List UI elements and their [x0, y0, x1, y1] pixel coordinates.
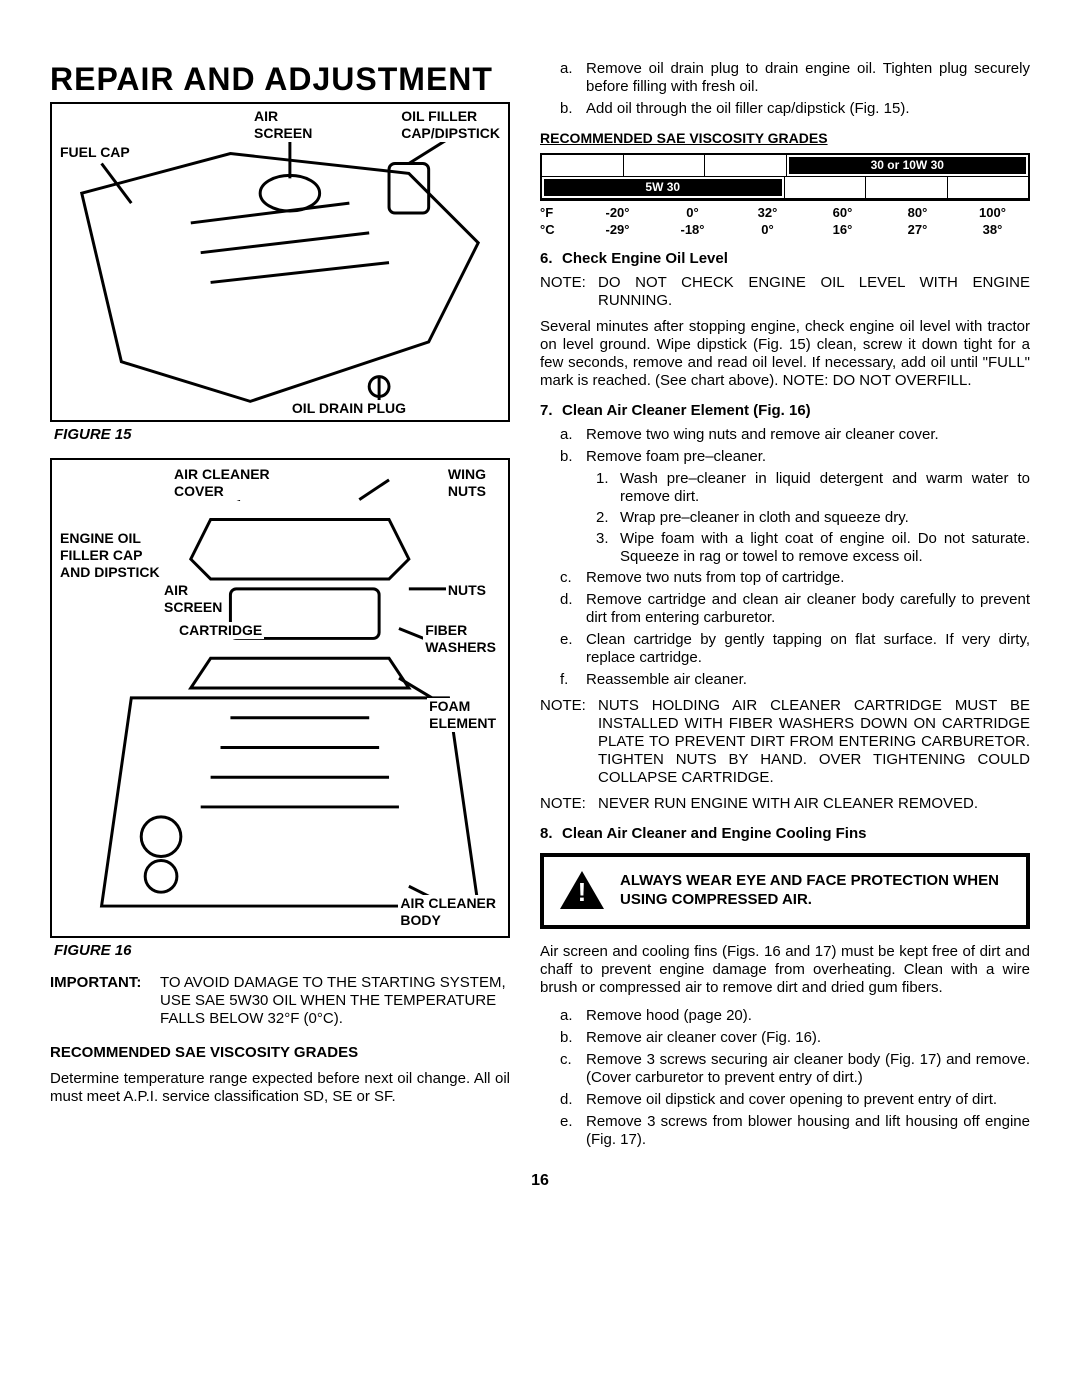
sec7-d: d.Remove cartridge and clean air cleaner… [560, 591, 1030, 627]
sec7-num: 7. [540, 402, 562, 420]
sec7-b: b.Remove foam pre–cleaner. [560, 448, 1030, 466]
f-v5: 100° [955, 205, 1030, 221]
intro-a-text: Remove oil drain plug to drain engine oi… [586, 60, 1030, 96]
sec8-para: Air screen and cooling fins (Figs. 16 an… [540, 943, 1030, 997]
sec7-note1-text: NUTS HOLDING AIR CLEANER CARTRIDGE MUST … [598, 697, 1030, 787]
label-air-screen-16: AIR SCREEN [162, 582, 224, 616]
sec7-note2: NOTE: NEVER RUN ENGINE WITH AIR CLEANER … [540, 795, 1030, 813]
right-column: a. Remove oil drain plug to drain engine… [540, 60, 1030, 1153]
band-5w30: 5W 30 [544, 179, 782, 196]
note-label: NOTE: [540, 274, 598, 310]
figure-15: FUEL CAP AIR SCREEN OIL FILLER CAP/DIPST… [50, 102, 510, 444]
c-v4: 27° [880, 222, 955, 238]
left-column: REPAIR AND ADJUSTMENT [50, 60, 510, 1153]
sec8-num: 8. [540, 825, 562, 843]
lettermark: b. [560, 100, 586, 118]
two-column-layout: REPAIR AND ADJUSTMENT [50, 60, 1030, 1153]
sec7-f: f.Reassemble air cleaner. [560, 671, 1030, 689]
label-foam-element: FOAM ELEMENT [427, 698, 498, 732]
c-v3: 16° [805, 222, 880, 238]
warning-text: ALWAYS WEAR EYE AND FACE PROTECTION WHEN… [620, 872, 1012, 910]
sec7-e: e.Clean cartridge by gently tapping on f… [560, 631, 1030, 667]
sec6-note-text: DO NOT CHECK ENGINE OIL LEVEL WITH ENGIN… [598, 274, 1030, 310]
label-wing-nuts: WING NUTS [446, 466, 488, 500]
label-nuts: NUTS [446, 582, 488, 599]
figure-15-diagram: FUEL CAP AIR SCREEN OIL FILLER CAP/DIPST… [50, 102, 510, 422]
figure-16: AIR CLEANER COVER WING NUTS ENGINE OIL F… [50, 458, 510, 960]
sec7-note1: NOTE: NUTS HOLDING AIR CLEANER CARTRIDGE… [540, 697, 1030, 787]
intro-b: b. Add oil through the oil filler cap/di… [560, 100, 1030, 118]
sec7-b1: 1.Wash pre–cleaner in liquid detergent a… [596, 470, 1030, 506]
f-v4: 80° [880, 205, 955, 221]
intro-b-text: Add oil through the oil filler cap/dipst… [586, 100, 1030, 118]
label-oil-filler: OIL FILLER CAP/DIPSTICK [399, 108, 502, 142]
viscosity-chart: 30 or 10W 30 5W 30 [540, 153, 1030, 201]
f-v3: 60° [805, 205, 880, 221]
c-v1: -18° [655, 222, 730, 238]
c-v2: 0° [730, 222, 805, 238]
important-block: IMPORTANT: TO AVOID DAMAGE TO THE STARTI… [50, 974, 510, 1028]
f-v2: 32° [730, 205, 805, 221]
rec-heading-left: RECOMMENDED SAE VISCOSITY GRADES [50, 1044, 510, 1062]
warning-icon: ! [558, 869, 606, 913]
lettermark: a. [560, 60, 586, 96]
sec7-c: c.Remove two nuts from top of cartridge. [560, 569, 1030, 587]
label-fiber-washers: FIBER WASHERS [423, 622, 498, 656]
intro-a: a. Remove oil drain plug to drain engine… [560, 60, 1030, 96]
sec8-e: e.Remove 3 screws from blower housing an… [560, 1113, 1030, 1149]
rec-para: Determine temperature range expected bef… [50, 1070, 510, 1106]
sec6-note: NOTE: DO NOT CHECK ENGINE OIL LEVEL WITH… [540, 274, 1030, 310]
f-v0: -20° [580, 205, 655, 221]
temp-row-c: °C -29° -18° 0° 16° 27° 38° [540, 222, 1030, 238]
c-v0: -29° [580, 222, 655, 238]
svg-text:!: ! [578, 877, 587, 907]
sec8-title: Clean Air Cleaner and Engine Cooling Fin… [562, 825, 866, 843]
sec8-d: d.Remove oil dipstick and cover opening … [560, 1091, 1030, 1109]
page-number: 16 [50, 1171, 1030, 1190]
sec7-title: Clean Air Cleaner Element (Fig. 16) [562, 402, 811, 420]
page-title: REPAIR AND ADJUSTMENT [50, 60, 510, 98]
sec6-head: 6. Check Engine Oil Level [540, 250, 1030, 268]
f-v1: 0° [655, 205, 730, 221]
sec7-b2: 2.Wrap pre–cleaner in cloth and squeeze … [596, 509, 1030, 527]
important-lead: IMPORTANT: [50, 974, 160, 1028]
band-30: 30 or 10W 30 [789, 157, 1027, 174]
figure-15-caption: FIGURE 15 [54, 426, 510, 444]
sec7-a: a.Remove two wing nuts and remove air cl… [560, 426, 1030, 444]
label-air-cleaner-cover: AIR CLEANER COVER [172, 466, 272, 500]
sec8-head: 8. Clean Air Cleaner and Engine Cooling … [540, 825, 1030, 843]
sec7-head: 7. Clean Air Cleaner Element (Fig. 16) [540, 402, 1030, 420]
note-label: NOTE: [540, 795, 598, 813]
label-cartridge: CARTRIDGE [177, 622, 264, 639]
figure-16-diagram: AIR CLEANER COVER WING NUTS ENGINE OIL F… [50, 458, 510, 938]
warning-box: ! ALWAYS WEAR EYE AND FACE PROTECTION WH… [540, 853, 1030, 929]
temp-row-f: °F -20° 0° 32° 60° 80° 100° [540, 205, 1030, 221]
label-air-screen: AIR SCREEN [252, 108, 314, 142]
sec8-a: a.Remove hood (page 20). [560, 1007, 1030, 1025]
label-engine-oil: ENGINE OIL FILLER CAP AND DIPSTICK [58, 530, 162, 580]
label-air-cleaner-body: AIR CLEANER BODY [398, 895, 498, 929]
note-label: NOTE: [540, 697, 598, 787]
important-text: TO AVOID DAMAGE TO THE STARTING SYSTEM, … [160, 974, 510, 1028]
viscosity-chart-block: RECOMMENDED SAE VISCOSITY GRADES 30 or 1… [540, 130, 1030, 238]
sec6-para: Several minutes after stopping engine, c… [540, 318, 1030, 390]
label-fuel-cap: FUEL CAP [58, 144, 132, 161]
c-label: °C [540, 222, 580, 238]
sec7-b3: 3.Wipe foam with a light coat of engine … [596, 530, 1030, 566]
figure-16-caption: FIGURE 16 [54, 942, 510, 960]
sec6-num: 6. [540, 250, 562, 268]
f-label: °F [540, 205, 580, 221]
sec6-title: Check Engine Oil Level [562, 250, 728, 268]
sec8-c: c.Remove 3 screws securing air cleaner b… [560, 1051, 1030, 1087]
sec7-note2-text: NEVER RUN ENGINE WITH AIR CLEANER REMOVE… [598, 795, 1030, 813]
c-v5: 38° [955, 222, 1030, 238]
chart-title: RECOMMENDED SAE VISCOSITY GRADES [540, 130, 1030, 147]
label-oil-drain: OIL DRAIN PLUG [290, 400, 408, 417]
sec8-b: b.Remove air cleaner cover (Fig. 16). [560, 1029, 1030, 1047]
